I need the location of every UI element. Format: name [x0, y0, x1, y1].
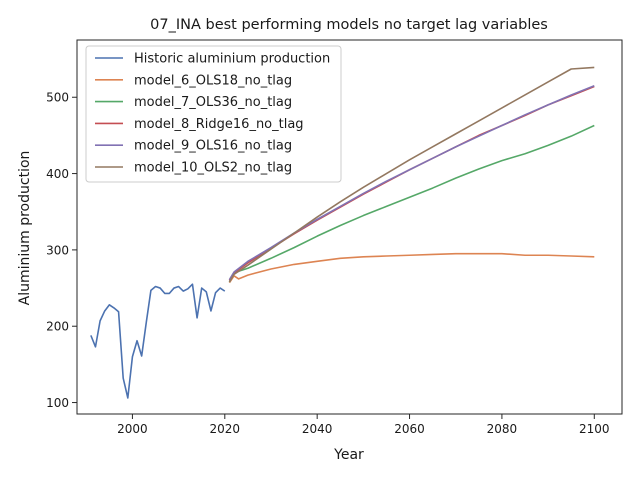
y-tick-label: 400	[46, 167, 69, 181]
y-axis-ticks: 100 200 300 400 500	[46, 91, 77, 410]
x-tick-label: 2020	[210, 422, 241, 436]
x-tick-label: 2000	[117, 422, 148, 436]
legend-label: model_6_OLS18_no_tlag	[134, 73, 292, 88]
x-tick-label: 2060	[394, 422, 425, 436]
x-tick-label: 2100	[579, 422, 610, 436]
legend-label: Historic aluminium production	[134, 52, 330, 67]
legend-box	[85, 45, 342, 183]
y-tick-label: 200	[46, 320, 69, 334]
y-axis-label: Aluminium production	[17, 151, 33, 306]
chart-title: 07_INA best performing models no target …	[150, 17, 548, 33]
legend-label: model_9_OLS16_no_tlag	[134, 139, 292, 154]
x-axis-ticks: 2000 2020 2040 2060 2080 2100	[117, 414, 610, 436]
legend: Historic aluminium production model_6_OLS…	[85, 45, 342, 183]
y-tick-label: 300	[46, 243, 69, 257]
legend-label: model_10_OLS2_no_tlag	[134, 161, 292, 176]
legend-label: model_7_OLS36_no_tlag	[134, 95, 292, 110]
x-axis-label: Year	[333, 447, 364, 463]
series-line-1	[90, 283, 226, 399]
series-line-5	[228, 85, 595, 281]
legend-label: model_8_Ridge16_no_tlag	[134, 117, 304, 132]
x-tick-label: 2040	[302, 422, 333, 436]
y-tick-label: 100	[46, 396, 69, 410]
series-line-2	[228, 252, 595, 284]
y-tick-label: 500	[46, 91, 69, 105]
series-line-3	[228, 124, 595, 283]
x-tick-label: 2080	[487, 422, 518, 436]
series-line-6	[228, 66, 595, 283]
